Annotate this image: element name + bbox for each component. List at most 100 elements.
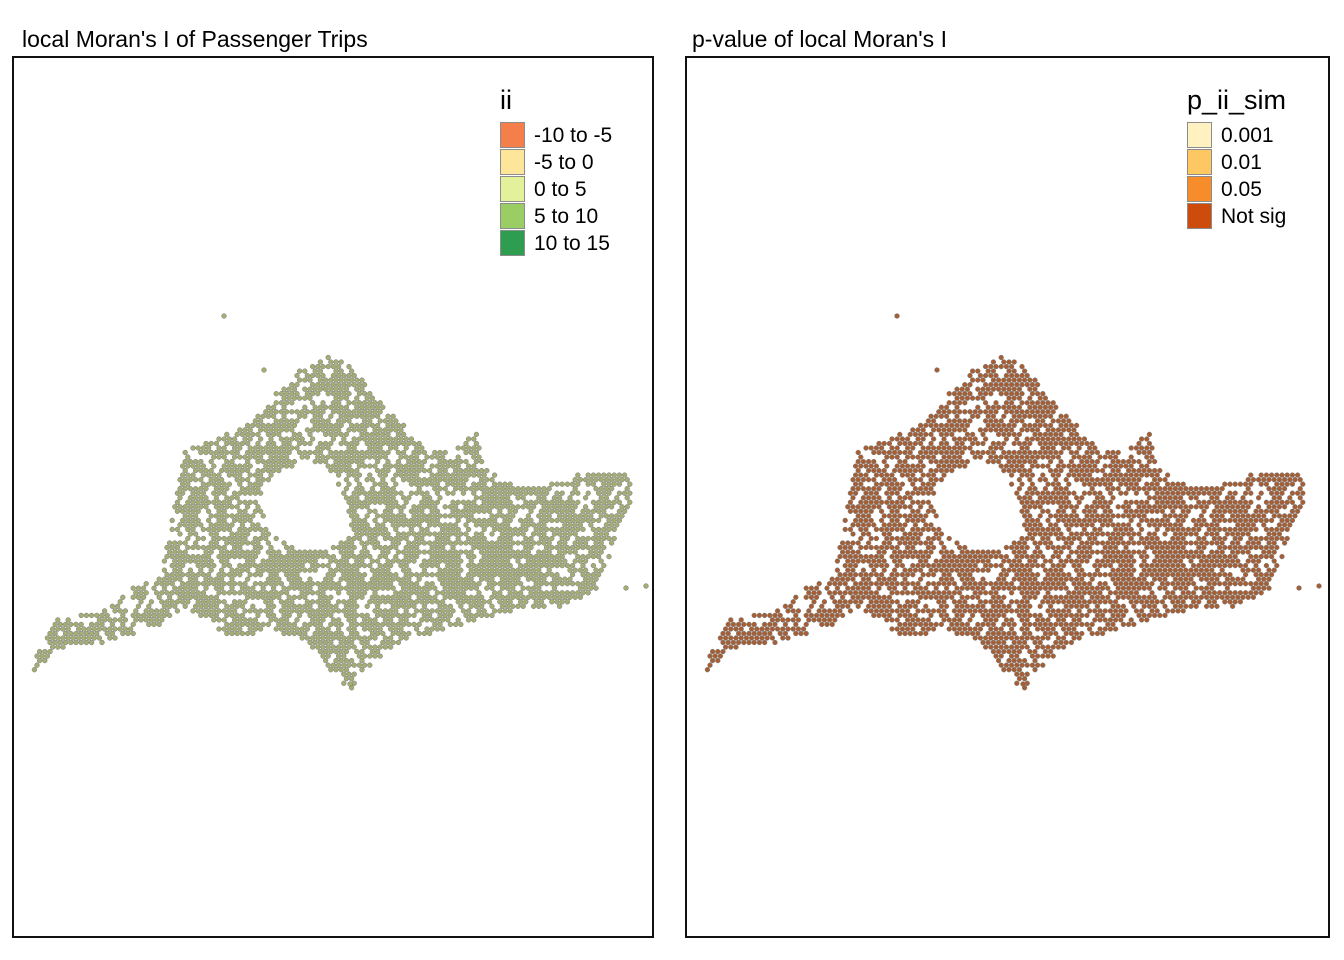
hexagon-cell — [426, 513, 433, 519]
hexagon-cell — [1019, 572, 1025, 578]
hexagon-cell — [556, 495, 563, 501]
hexagon-cell — [455, 481, 461, 487]
hexagon-cell — [177, 486, 183, 492]
hexagon-cell — [75, 635, 82, 641]
hexagon-cell — [1170, 481, 1176, 487]
hexagon-cell — [432, 513, 438, 519]
hexagon-cell — [205, 445, 212, 451]
hexagon-cell — [359, 667, 365, 673]
hexagon-cell — [473, 522, 480, 528]
hexagon-cell — [603, 477, 610, 483]
hexagon-cell — [1099, 585, 1106, 591]
hexagon-cell — [372, 436, 378, 442]
hexagon-cell — [221, 617, 227, 623]
hexagon-cell — [445, 490, 451, 496]
hexagon-cell — [341, 409, 347, 415]
hexagon-cell — [395, 522, 402, 528]
hexagon-cell — [972, 454, 978, 460]
hexagon-cell — [460, 581, 467, 587]
hexagon-cell — [1045, 490, 1051, 496]
hexagon-cell — [562, 594, 568, 600]
hexagon-cell — [1042, 431, 1049, 438]
hexagon-cell — [985, 404, 991, 410]
hexagon-cell — [413, 590, 420, 596]
hexagon-cell — [364, 549, 370, 555]
hexagon-cell — [377, 526, 383, 533]
hexagon-cell — [429, 454, 435, 460]
hexagon-cell — [1258, 590, 1264, 596]
hexagon-cell — [354, 594, 360, 600]
hexagon-cell — [109, 603, 116, 609]
hexagon-cell — [1227, 562, 1233, 569]
hexagon-cell — [377, 400, 383, 406]
hexagon-cell — [463, 594, 469, 600]
hexagon-cell — [575, 581, 581, 587]
hexagon-cell — [489, 522, 495, 528]
hexagon-cell — [606, 481, 612, 487]
hexagon-cell — [1284, 535, 1290, 542]
hexagon-cell — [1266, 567, 1272, 573]
hexagon-cell — [218, 567, 225, 573]
hexagon-cell — [198, 495, 204, 501]
hexagon-cell — [322, 594, 329, 600]
hexagon-cell — [203, 467, 209, 474]
hexagon-cell — [977, 391, 984, 397]
hexagon-cell — [1029, 463, 1036, 469]
hexagon-cell — [930, 427, 937, 433]
hexagon-cell — [369, 648, 376, 655]
hexagon-cell — [917, 467, 924, 474]
hexagon-cell — [603, 486, 610, 492]
hexagon-cell — [281, 540, 287, 546]
hexagon-cell — [1011, 368, 1017, 374]
hexagon-cell — [478, 458, 485, 465]
hexagon-cell — [1240, 495, 1246, 501]
hexagon-cell — [855, 458, 861, 465]
hexagon-cell — [190, 608, 196, 614]
hexagon-cell — [260, 594, 266, 600]
hexagon-cell — [309, 581, 316, 587]
hexagon-cell — [265, 540, 272, 546]
hexagon-cell — [910, 427, 916, 433]
hexagon-cell — [964, 549, 971, 555]
hexagon-cell — [917, 567, 924, 573]
hexagon-cell — [432, 594, 438, 600]
hexagon-cell — [1162, 585, 1168, 591]
hexagon-cell — [465, 463, 472, 469]
hexagon-cell — [330, 608, 337, 614]
hexagon-cell — [543, 517, 550, 524]
hexagon-cell — [1164, 544, 1171, 551]
hexagon-cell — [385, 467, 391, 474]
hexagon-cell — [938, 477, 945, 483]
hexagon-cell — [871, 558, 877, 564]
hexagon-cell — [982, 363, 989, 370]
hexagon-cell — [182, 467, 188, 474]
hexagon-cell — [1211, 526, 1218, 533]
legend-swatch — [500, 122, 525, 148]
hexagon-cell — [1128, 562, 1134, 569]
hexagon-cell — [372, 499, 378, 505]
hexagon-cell — [1141, 585, 1147, 591]
hexagon-cell — [213, 540, 220, 546]
hexagon-cell — [1240, 531, 1246, 537]
hexagon-cell — [478, 486, 485, 492]
hexagon-cell — [1159, 553, 1166, 560]
hexagon-cell — [1136, 513, 1142, 519]
hexagon-cell — [1138, 572, 1145, 578]
hexagon-cell — [528, 508, 534, 514]
hexagon-cell — [1125, 567, 1132, 573]
hexagon-cell — [917, 594, 924, 600]
hexagon-cell — [1092, 517, 1098, 524]
hexagon-cell — [1128, 463, 1134, 469]
hexagon-cell — [1209, 522, 1215, 528]
hexagon-cell — [572, 567, 578, 573]
hexagon-cell — [195, 553, 201, 560]
hexagon-cell — [988, 445, 994, 451]
hexagon-cell — [590, 562, 597, 569]
hexagon-cell — [341, 680, 347, 686]
hexagon-cell — [564, 508, 571, 514]
hexagon-cell — [990, 377, 997, 383]
hexagon-cell — [1081, 526, 1088, 533]
hexagon-cell — [1245, 540, 1251, 546]
hexagon-cell — [1107, 472, 1114, 478]
hexagon-cell — [533, 490, 539, 496]
